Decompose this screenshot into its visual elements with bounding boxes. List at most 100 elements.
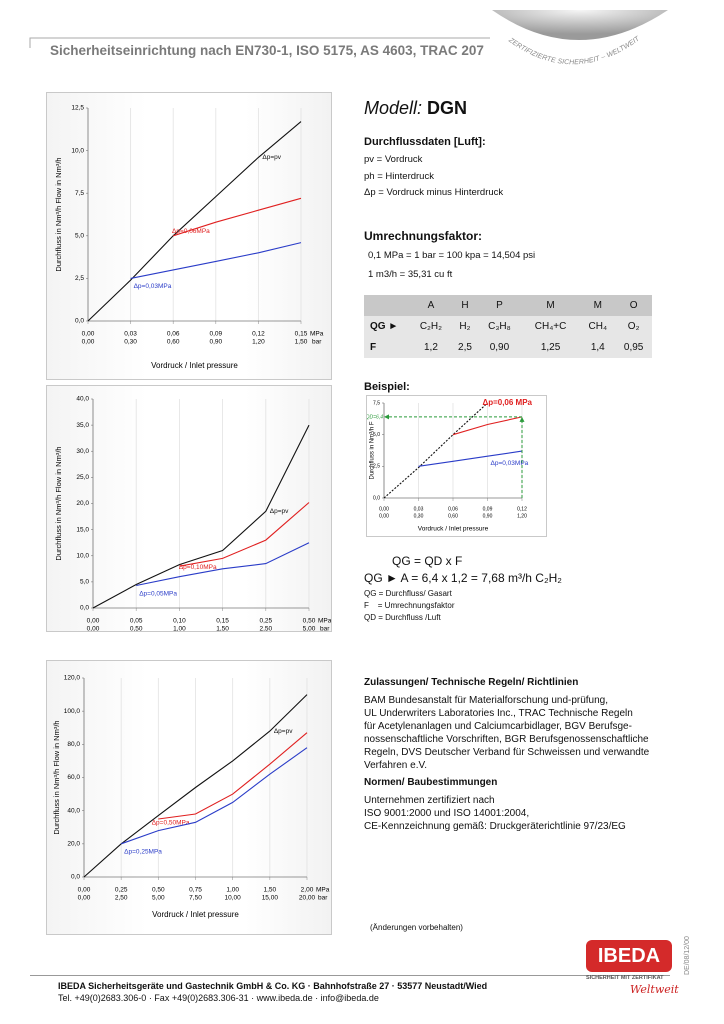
x-tick-label: 0,75 [189,887,202,894]
text-block: Unternehmen zertifiziert nach ISO 9001:20… [364,794,626,833]
y-tick-label: 15,0 [76,526,89,533]
series-label: Δp=0,06 MPa [482,398,532,407]
doc-code: DE/08/12/00 [684,936,691,975]
x2-tick-label: 5,00 [152,895,165,902]
x2-tick-label: 0,50 [130,626,143,631]
chart: 0,00 0,03 0,06 0,09 0,12 0,00 0,30 0,60 0,90 1,20… [366,398,533,533]
table-cell: 1,25 [540,342,561,353]
x2-tick-label: 0,00 [78,895,91,902]
text-line: 1 m3/h = 35,31 cu ft [368,269,453,280]
chart: 0,00 0,05 0,10 0,15 0,25 0,50 0,00 0,50 1,00 1,50… [54,396,332,650]
series-label: Δp=0,10MPa [179,564,217,571]
x-unit: MPa [316,887,330,894]
y-tick-label: 40,0 [76,396,89,403]
text-line: Verfahren e.V. [364,760,428,771]
x-tick-label: 0,12 [252,331,265,338]
series-label: Δp=pv [262,154,281,161]
table-cell: C₃H₈ [488,321,511,332]
table-cell: C₂H₂ [419,321,443,332]
x-tick-label: 1,00 [226,887,239,894]
series-label: Δp=0,03MPa [491,460,529,467]
x-tick-label: 0,06 [167,331,180,338]
text-line: pv = Vordruck [364,154,423,165]
table-cell: 0,90 [489,342,510,353]
section-title: Beispiel: [364,381,410,393]
text-block: BAM Bundesanstalt für Materialforschung … [364,694,649,772]
y-tick-label: 25,0 [76,474,89,481]
series-label: Δp=pv [270,508,289,515]
series-line [383,402,488,499]
y-tick-label: 0,0 [75,318,84,325]
table-cell: CH₄ [588,321,608,332]
series-line [121,747,308,845]
table-cell: 1,4 [590,342,605,353]
text-line: F = Umrechnungsfaktor [364,601,455,610]
text-block: QG = Durchfluss/ Gasart F = Umrechnungsfa… [364,588,454,624]
x2-tick-label: 10,00 [225,895,242,902]
y-tick-label: 10,0 [71,147,84,154]
x-axis-label: Vordruck / Inlet pressure [418,526,489,533]
series-line [136,542,310,587]
x-tick-label: 0,00 [379,506,389,512]
x2-tick-label: 0,00 [87,626,100,631]
series-line [173,197,302,237]
x-tick-label: 0,25 [259,618,272,625]
x2-tick-label: 5,00 [303,626,316,631]
table-cell: F [370,342,377,353]
formula: QG = QD x F [392,554,463,568]
y-tick-label: 30,0 [76,448,89,455]
y-tick-label: 80,0 [67,741,80,748]
x2-tick-label: 1,20 [517,513,527,519]
text-line: UL Underwriters Laboratories Inc., TRAC … [364,708,633,719]
x-tick-label: 0,00 [78,887,91,894]
y-tick-label: 7,5 [75,190,84,197]
footer-line: Tel. +49(0)2683.306-0 · Fax +49(0)2683.3… [58,993,379,1003]
table-cell: CH₄+C [534,321,567,332]
series-line [87,121,302,322]
x2-tick-label: 2,50 [259,626,272,631]
y-tick-label: 2,5 [75,275,84,282]
table-cell: M [593,300,602,311]
x-tick-label: 0,15 [295,331,308,338]
table-cell: 1,2 [423,342,438,353]
text-block: 0,1 MPa = 1 bar = 100 kpa = 14,504 psi 1 … [368,246,535,284]
x2-tick-label: 1,20 [252,339,265,346]
logo-script: Weltweit [630,983,679,996]
x2-tick-label: 0,90 [209,339,222,346]
x2-tick-label: 1,50 [216,626,229,631]
y-tick-label: 5,0 [75,233,84,240]
x-tick-label: 0,12 [517,506,527,512]
y-axis-label: Durchfluss in Nm³/h Flow in Nm³/h [52,720,61,834]
text-block: pv = Vordruck ph = Hinterdruck Δp = Vordru… [364,152,503,202]
marker-arrow [519,416,525,422]
table-cell: M [546,300,555,311]
y-tick-label: 60,0 [67,774,80,781]
section-title: Durchflussdaten [Luft]: [364,136,486,148]
series-line [158,732,308,820]
x-tick-label: 0,50 [152,887,165,894]
x2-tick-label: 20,00 [299,895,316,902]
text-line: ph = Hinterdruck [364,170,434,182]
x2-tick-label: 0,00 [82,339,95,346]
text-line: Regeln, DVS Deutscher Verband für Schwei… [364,747,650,758]
y-tick-label: 40,0 [67,807,80,814]
text-line: QG = Durchfluss/ Gasart [364,589,452,598]
text-line: 0,1 MPa = 1 bar = 100 kpa = 14,504 psi [368,250,536,261]
series-line [130,242,302,279]
table-cell: P [496,300,503,311]
text-line: für Acetylenanlagen und Calciumcarbidlag… [364,721,632,732]
x-tick-label: 0,06 [448,506,458,512]
y-axis-label: Durchfluss in Nm³/h Flow in Nm³/h [54,446,63,560]
x-tick-label: 0,03 [124,331,137,338]
y-tick-label: 20,0 [67,841,80,848]
y-tick-label: 120,0 [64,675,81,682]
marker-label: QD=6,4 [367,414,383,420]
section-title: Normen/ Baubestimmungen [364,777,498,788]
logo: IBEDA [586,940,672,972]
table-cell: H [461,300,469,311]
x-tick-label: 0,05 [130,618,143,625]
series-line [92,424,310,609]
footer-rule [30,975,670,976]
table-row: F 1,2 2,5 0,90 1,25 1,4 0,95 [364,337,652,358]
y-tick-label: 20,0 [76,500,89,507]
